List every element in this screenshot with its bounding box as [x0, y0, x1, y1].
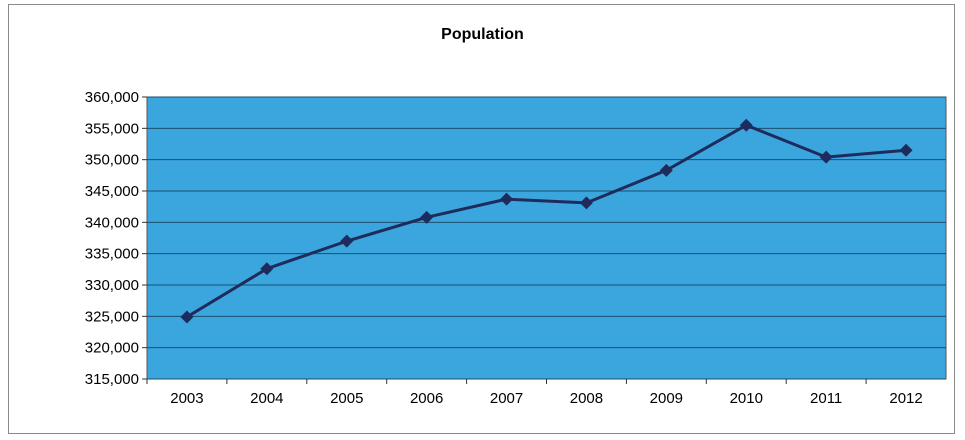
data-point-marker	[420, 210, 434, 224]
y-tick-label: 340,000	[85, 214, 139, 231]
y-tick-label: 345,000	[85, 183, 139, 200]
y-tick-label: 335,000	[85, 246, 139, 263]
data-point-marker	[579, 196, 593, 210]
x-tick-label: 2008	[570, 390, 603, 407]
y-tick-label: 355,000	[85, 120, 139, 137]
x-tick-label: 2010	[730, 390, 763, 407]
x-tick-label: 2011	[810, 390, 842, 407]
data-point-marker	[899, 143, 913, 157]
y-tick-label: 360,000	[85, 89, 139, 106]
plot-area	[146, 96, 947, 380]
series-line	[186, 123, 907, 319]
x-tick-label: 2006	[410, 390, 443, 407]
y-tick-label: 325,000	[85, 308, 139, 325]
y-tick-label: 320,000	[85, 340, 139, 357]
x-tick-label: 2004	[250, 390, 283, 407]
y-tick-label: 315,000	[85, 371, 139, 388]
data-point-marker	[819, 150, 833, 164]
gridlines	[142, 96, 946, 380]
x-axis-tick-labels: 2003 2004 2005 2006 2007 2008 2009 2010 2011 2012	[146, 379, 923, 407]
x-tick-label: 2007	[490, 390, 523, 407]
chart-title: Population	[441, 26, 524, 43]
data-point-marker	[340, 234, 354, 248]
data-point-marker	[500, 192, 514, 206]
y-tick-label: 330,000	[85, 277, 139, 294]
x-tick-label: 2012	[889, 390, 922, 407]
data-point-marker	[180, 310, 194, 324]
y-axis-tick-labels: 315,000 320,000 325,000 330,000 335,000 340,0…	[85, 89, 139, 388]
data-markers	[180, 118, 913, 324]
x-tick-label: 2005	[330, 390, 363, 407]
data-point-marker	[659, 163, 673, 177]
data-point-marker	[260, 262, 274, 276]
x-tick-label: 2009	[650, 390, 683, 407]
y-tick-label: 350,000	[85, 152, 139, 169]
data-point-marker	[739, 118, 753, 132]
x-tick-label: 2003	[170, 390, 203, 407]
